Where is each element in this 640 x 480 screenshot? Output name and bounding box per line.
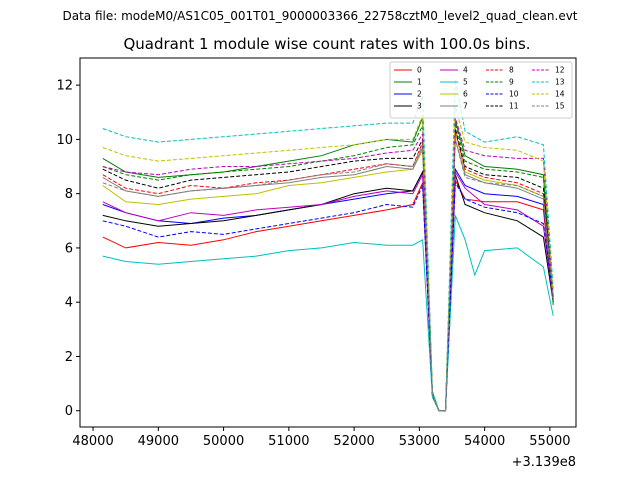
legend-label-15: 15 [555,102,565,111]
ticks-layer: 48000 49000 50000 51000 52000 53000 54000 55000… [56,79,570,449]
x-tick-label: 55000 [529,434,570,449]
chart-title: Quadrant 1 module wise count rates with … [123,35,530,53]
series-line-12 [102,117,554,412]
series-line-3 [102,170,554,412]
legend-label-4: 4 [463,66,468,75]
legend-label-8: 8 [509,66,514,75]
legend-label-1: 1 [417,78,422,87]
legend-label-13: 13 [555,78,565,87]
x-tick-label: 50000 [203,434,244,449]
legend-label-6: 6 [463,90,468,99]
x-tick-label: 49000 [138,434,179,449]
series-line-10 [102,181,554,412]
legend-label-7: 7 [463,102,468,111]
series-line-1 [102,117,554,412]
x-tick-label: 48000 [72,434,113,449]
series-line-11 [102,128,554,412]
figure-suptitle: Data file: modeM0/AS1C05_001T01_90000033… [62,9,577,23]
y-tick-label: 6 [65,241,73,256]
legend-label-14: 14 [555,90,565,99]
y-tick-label: 8 [65,187,73,202]
series-line-7 [102,139,554,412]
x-tick-label: 51000 [268,434,309,449]
y-tick-label: 10 [56,133,73,148]
legend-box [389,61,573,119]
legend-label-3: 3 [417,102,422,111]
series-line-14 [102,106,554,412]
legend-label-12: 12 [555,66,565,75]
series-line-8 [102,131,554,412]
series-layer [102,79,554,412]
x-tick-label: 53000 [399,434,440,449]
legend-label-10: 10 [509,90,519,99]
series-line-15 [102,139,554,412]
y-tick-label: 2 [65,350,73,365]
x-tick-label: 54000 [464,434,505,449]
series-line-13 [102,79,554,412]
y-tick-label: 12 [56,79,73,94]
series-line-4 [102,170,554,412]
legend-label-9: 9 [509,78,514,87]
y-tick-label: 4 [65,296,73,311]
x-offset-label: +3.139e8 [512,455,576,470]
series-line-9 [102,122,554,412]
series-line-5 [102,215,554,412]
x-tick-label: 52000 [333,434,374,449]
legend-label-11: 11 [509,102,519,111]
y-tick-label: 0 [65,404,73,419]
plot-frame [79,57,577,428]
legend-label-2: 2 [417,90,422,99]
legend-label-5: 5 [463,78,468,87]
legend-label-0: 0 [417,66,422,75]
series-line-0 [102,178,554,412]
